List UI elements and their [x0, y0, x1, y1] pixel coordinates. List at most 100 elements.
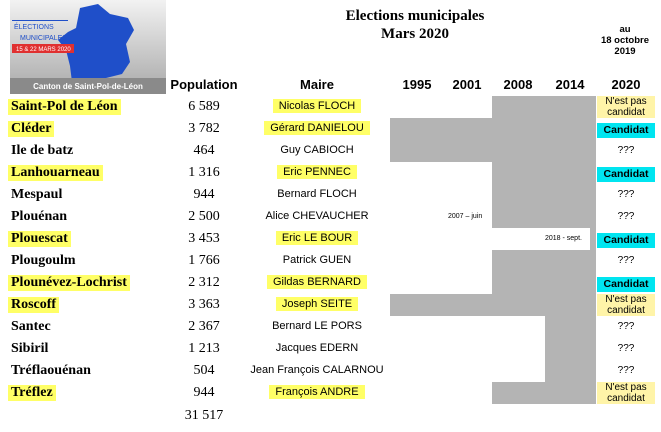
population: 1 316: [188, 165, 220, 180]
mayor-cell: Patrick GUEN: [242, 254, 392, 266]
status: ???: [617, 211, 635, 222]
mayor: Jacques EDERN: [275, 342, 359, 354]
commune: Tréflaouénan: [11, 363, 91, 378]
tenure-bar: [590, 228, 596, 250]
tenure-bar: [492, 250, 596, 272]
population: 1 213: [188, 341, 220, 356]
status: ???: [617, 365, 635, 376]
mayor: Bernard FLOCH: [277, 188, 357, 200]
mayor-cell: Guy CABIOCH: [242, 144, 392, 156]
population: 944: [193, 385, 215, 400]
column-header: 2008: [503, 77, 533, 92]
commune: Saint-Pol de Léon: [8, 99, 121, 115]
tenure-bar: [545, 360, 596, 382]
commune: Plougoulm: [11, 253, 76, 268]
population: 2 500: [188, 209, 220, 224]
population: 3 363: [188, 297, 220, 312]
status: ???: [617, 189, 635, 200]
tenure-bar: [492, 162, 596, 184]
status: Candidat: [597, 277, 655, 292]
population: 3 453: [188, 231, 220, 246]
status: ???: [617, 343, 635, 354]
logo-caption: Canton de Saint-Pol-de-Léon: [33, 82, 143, 91]
logo: ÉLECTIONS MUNICIPALES 15 & 22 MARS 2020 …: [10, 0, 166, 94]
mayor: Nicolas FLOCH: [272, 99, 362, 113]
subtitle: Mars 2020: [381, 26, 449, 42]
mayor-cell: Eric LE BOUR: [242, 231, 392, 245]
tenure-bar: [545, 338, 596, 360]
mayor: Gildas BERNARD: [266, 275, 368, 289]
tenure-bar: [390, 140, 596, 162]
tenure-bar: [492, 272, 596, 294]
commune: Plounévez-Lochrist: [8, 275, 130, 291]
column-header: 2020: [611, 77, 641, 92]
total: 31 517: [184, 408, 224, 423]
mayor-cell: Gérard DANIELOU: [242, 121, 392, 135]
title: Elections municipales: [345, 8, 485, 24]
mayor: Alice CHEVAUCHER: [265, 210, 369, 222]
mayor: Jean François CALARNOU: [250, 364, 384, 376]
logo-text: ÉLECTIONS: [14, 22, 54, 31]
date: au 18 octobre 2019: [600, 24, 650, 57]
population: 464: [193, 143, 215, 158]
mayor-cell: Nicolas FLOCH: [242, 99, 392, 113]
column-header: Maire: [300, 77, 334, 92]
status: ???: [617, 321, 635, 332]
logo-text: MUNICIPALES: [20, 35, 67, 42]
mayor-cell: Jacques EDERN: [242, 342, 392, 354]
status: N'est pas candidat: [597, 382, 655, 404]
mayor-cell: Alice CHEVAUCHER: [242, 210, 392, 222]
tenure-bar: [492, 382, 596, 404]
tenure-bar: [492, 206, 596, 228]
population: 6 589: [188, 99, 220, 114]
commune: Mespaul: [11, 187, 63, 202]
note: 2018 - sept.: [545, 235, 582, 242]
mayor-cell: François ANDRE: [242, 385, 392, 399]
population: 3 782: [188, 121, 220, 136]
commune: Lanhouarneau: [8, 165, 103, 181]
status: ???: [617, 255, 635, 266]
commune: Ile de batz: [11, 143, 74, 158]
tenure-bar: [390, 118, 596, 140]
tenure-bar: [390, 294, 596, 316]
mayor-cell: Jean François CALARNOU: [242, 364, 392, 376]
tenure-bar: [492, 96, 596, 118]
column-header: Population: [170, 77, 238, 92]
mayor-cell: Joseph SEITE: [242, 297, 392, 311]
logo-text: 15 & 22 MARS 2020: [16, 47, 71, 53]
mayor: Gérard DANIELOU: [264, 121, 370, 135]
status: N'est pas candidat: [597, 96, 655, 118]
column-header: 2001: [452, 77, 482, 92]
mayor-cell: Bernard FLOCH: [242, 188, 392, 200]
commune: Sibiril: [11, 341, 49, 356]
tenure-bar: [492, 184, 596, 206]
commune: Cléder: [8, 121, 55, 137]
mayor: Bernard LE PORS: [272, 320, 362, 332]
note: 2007 – juin: [448, 213, 483, 220]
commune: Santec: [11, 319, 51, 334]
mayor: Patrick GUEN: [282, 254, 352, 266]
commune: Tréflez: [8, 385, 56, 401]
title-block: Elections municipales Mars 2020: [290, 7, 540, 43]
population: 2 367: [188, 319, 220, 334]
population: 2 312: [188, 275, 220, 290]
status: N'est pas candidat: [597, 294, 655, 316]
status: Candidat: [597, 167, 655, 182]
mayor: Guy CABIOCH: [280, 144, 354, 156]
commune: Plouescat: [8, 231, 71, 247]
population: 1 766: [188, 253, 220, 268]
commune: Roscoff: [8, 297, 60, 313]
mayor: Eric PENNEC: [277, 165, 357, 179]
mayor-cell: Eric PENNEC: [242, 165, 392, 179]
population: 504: [193, 363, 215, 378]
mayor: François ANDRE: [269, 385, 365, 399]
tenure-bar: [545, 316, 596, 338]
status: Candidat: [597, 123, 655, 138]
mayor-cell: Bernard LE PORS: [242, 320, 392, 332]
status: Candidat: [597, 233, 655, 248]
commune: Plouénan: [11, 209, 68, 224]
mayor: Eric LE BOUR: [275, 231, 359, 245]
mayor: Joseph SEITE: [275, 297, 359, 311]
population: 944: [193, 187, 215, 202]
